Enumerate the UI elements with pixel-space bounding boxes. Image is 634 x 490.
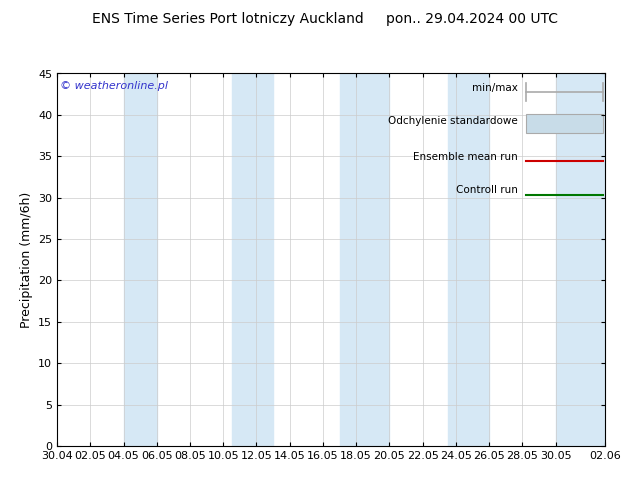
Bar — [124, 74, 157, 446]
Bar — [448, 74, 489, 446]
Text: Ensemble mean run: Ensemble mean run — [413, 152, 518, 162]
Text: min/max: min/max — [472, 83, 518, 93]
Text: Controll run: Controll run — [456, 185, 518, 195]
Text: © weatheronline.pl: © weatheronline.pl — [60, 81, 168, 91]
Text: ENS Time Series Port lotniczy Auckland: ENS Time Series Port lotniczy Auckland — [93, 12, 364, 26]
Text: Odchylenie standardowe: Odchylenie standardowe — [388, 116, 518, 126]
Bar — [526, 115, 603, 133]
Bar — [231, 74, 273, 446]
Text: pon.. 29.04.2024 00 UTC: pon.. 29.04.2024 00 UTC — [386, 12, 559, 26]
Bar — [555, 74, 605, 446]
Bar — [340, 74, 389, 446]
Y-axis label: Precipitation (mm/6h): Precipitation (mm/6h) — [20, 192, 32, 328]
